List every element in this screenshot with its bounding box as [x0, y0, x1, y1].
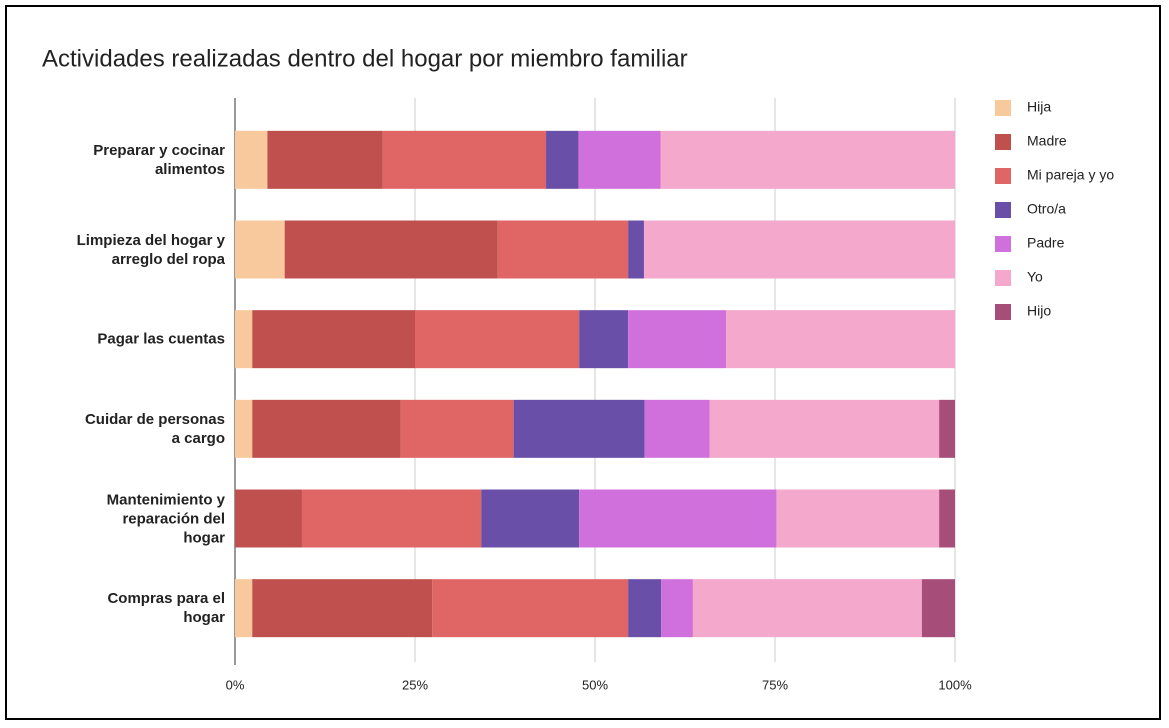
- bar-segment: [415, 310, 580, 369]
- y-tick-label: Limpieza del hogar y arreglo del ropa: [76, 231, 225, 268]
- bar-segment: [301, 489, 482, 548]
- frame: [5, 5, 1161, 720]
- bar-segment: [497, 220, 629, 279]
- bar-segment: [481, 489, 580, 548]
- x-tick-label: 75%: [762, 677, 788, 692]
- legend-swatch: [995, 270, 1011, 286]
- legend-swatch: [995, 202, 1011, 218]
- legend-swatch: [995, 304, 1011, 320]
- bar-segment: [235, 399, 253, 458]
- x-tick-label: 100%: [938, 677, 972, 692]
- bar-segment: [235, 579, 253, 638]
- x-tick-label: 0%: [226, 677, 245, 692]
- bar-segment: [382, 130, 547, 189]
- bar-segment: [709, 399, 940, 458]
- bar-segment: [692, 579, 922, 638]
- bar-segment: [776, 489, 940, 548]
- bar-segment: [939, 399, 955, 458]
- bar-segment: [235, 130, 268, 189]
- bar-segment: [252, 310, 415, 369]
- legend-label: Padre: [1027, 235, 1065, 251]
- legend-label: Otro/a: [1027, 201, 1066, 217]
- bar-segment: [252, 579, 433, 638]
- bar-segment: [628, 579, 662, 638]
- bar-segment: [513, 399, 645, 458]
- bar-segment: [628, 310, 727, 369]
- x-tick-label: 50%: [582, 677, 608, 692]
- bar-segment: [579, 310, 629, 369]
- bar-segment: [400, 399, 514, 458]
- bar-segment: [579, 489, 777, 548]
- y-tick-label: Mantenimiento y reparación del hogar: [106, 491, 225, 546]
- legend-swatch: [995, 100, 1011, 116]
- legend-label: Madre: [1027, 133, 1067, 149]
- x-tick-label: 25%: [402, 677, 428, 692]
- legend-label: Yo: [1027, 269, 1043, 285]
- bar-segment: [432, 579, 629, 638]
- y-tick-label: Preparar y cocinar alimentos: [93, 141, 225, 178]
- legend-swatch: [995, 168, 1011, 184]
- bar-segment: [660, 130, 955, 189]
- legend-swatch: [995, 134, 1011, 150]
- chart-title: Actividades realizadas dentro del hogar …: [42, 45, 688, 72]
- bar-segment: [235, 310, 253, 369]
- legend-label: Mi pareja y yo: [1027, 167, 1114, 183]
- y-tick-label: Compras para el hogar: [107, 590, 225, 627]
- bar-segment: [661, 579, 693, 638]
- bar-segment: [726, 310, 955, 369]
- bar-segment: [921, 579, 955, 638]
- bar-segment: [235, 220, 285, 279]
- bar-segment: [267, 130, 383, 189]
- bar-segment: [578, 130, 661, 189]
- legend-label: Hija: [1027, 99, 1051, 115]
- bar-segment: [284, 220, 498, 279]
- y-tick-label: Pagar las cuentas: [97, 330, 225, 348]
- bar-segment: [546, 130, 579, 189]
- bar-segment: [235, 489, 302, 548]
- bar-segment: [252, 399, 401, 458]
- bar-segment: [644, 399, 710, 458]
- bar-segment: [628, 220, 644, 279]
- legend-label: Hijo: [1027, 303, 1051, 319]
- bar-segment: [643, 220, 955, 279]
- y-tick-label: Cuidar de personas a cargo: [84, 410, 225, 447]
- legend-swatch: [995, 236, 1011, 252]
- bar-segment: [939, 489, 955, 548]
